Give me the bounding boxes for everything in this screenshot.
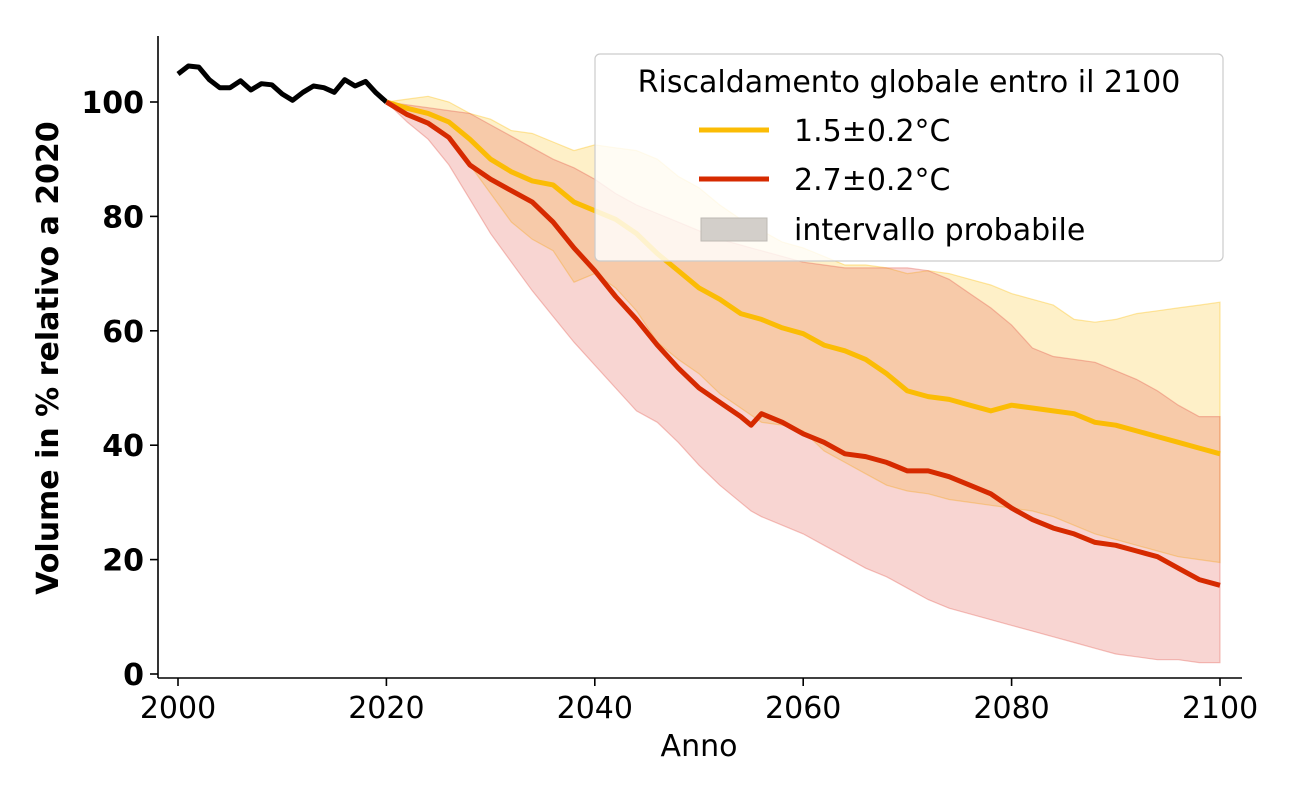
y-tick-label: 80 — [102, 200, 144, 235]
legend-title: Riscaldamento globale entro il 2100 — [638, 65, 1181, 100]
legend-swatch-range — [700, 217, 768, 242]
legend: Riscaldamento globale entro il 2100 1.5±… — [594, 53, 1224, 262]
y-axis-label: Volume in % relativo a 2020 — [31, 121, 66, 595]
x-tick-label: 2060 — [765, 691, 841, 726]
y-tick-label: 0 — [123, 658, 144, 693]
x-axis-label: Anno — [661, 729, 738, 764]
y-tick-label: 100 — [81, 86, 144, 121]
y-tick-label: 20 — [102, 544, 144, 579]
x-tick-label: 2020 — [348, 691, 424, 726]
series-lines — [176, 63, 1221, 588]
legend-label-2-7: 2.7±0.2°C — [794, 163, 951, 198]
legend-label-range: intervallo probabile — [794, 213, 1085, 248]
x-tick-label: 2000 — [140, 691, 216, 726]
y-ticks: 0 20 40 60 80 100 — [81, 86, 158, 693]
legend-label-1-5: 1.5±0.2°C — [794, 114, 951, 149]
x-tick-label: 2100 — [1182, 691, 1258, 726]
x-tick-label: 2040 — [557, 691, 633, 726]
line-historical — [176, 63, 389, 104]
legend-frame — [594, 53, 1224, 262]
y-tick-label: 60 — [102, 315, 144, 350]
x-ticks: 2000 2020 2040 2060 2080 2100 — [140, 678, 1258, 726]
y-tick-label: 40 — [102, 429, 144, 464]
x-tick-label: 2080 — [973, 691, 1049, 726]
line-2-7 — [385, 99, 1221, 588]
line-1-5 — [385, 99, 1221, 457]
